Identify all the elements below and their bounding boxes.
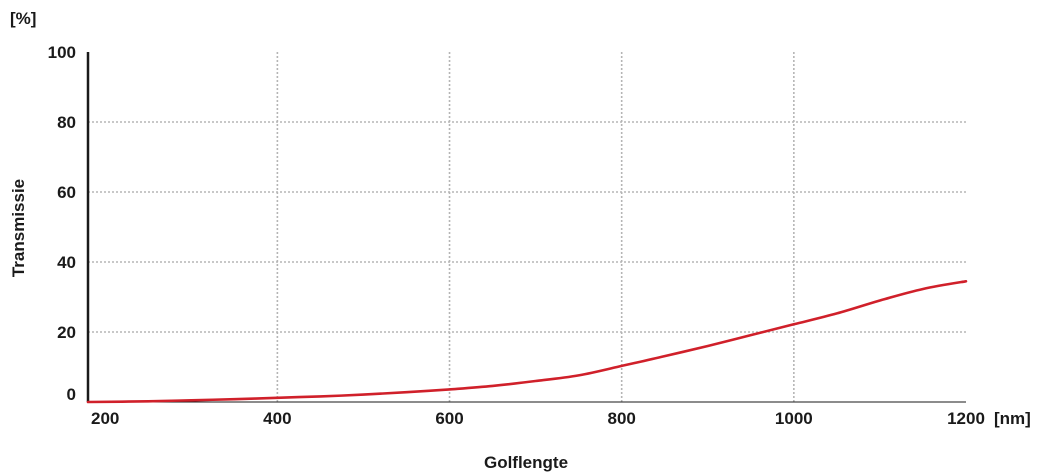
axes xyxy=(86,52,966,403)
y-tick-label-100: 100 xyxy=(48,43,76,62)
data-point-450 xyxy=(318,394,322,398)
x-tick-labels: 200 400 600 800 1000 1200 xyxy=(91,409,985,428)
x-tick-label-600: 600 xyxy=(435,409,463,428)
data-point-350 xyxy=(232,397,236,401)
x-tick-label-1200: 1200 xyxy=(947,409,985,428)
data-point-1150 xyxy=(921,287,925,291)
series-layer xyxy=(86,279,968,404)
y-tick-label-80: 80 xyxy=(57,113,76,132)
y-tick-label-20: 20 xyxy=(57,323,76,342)
grid xyxy=(88,52,966,402)
data-point-1050 xyxy=(835,311,839,315)
data-point-900 xyxy=(706,344,710,348)
data-point-750 xyxy=(577,373,581,377)
y-tick-label-60: 60 xyxy=(57,183,76,202)
y-axis-title: Transmissie xyxy=(9,179,28,277)
data-point-180 xyxy=(86,400,90,404)
data-point-500 xyxy=(361,393,365,397)
data-point-1100 xyxy=(878,299,882,303)
x-tick-label-400: 400 xyxy=(263,409,291,428)
data-point-250 xyxy=(146,399,150,403)
data-point-800 xyxy=(620,364,624,368)
data-point-1200 xyxy=(964,279,968,283)
y-unit-label: [%] xyxy=(10,9,36,28)
data-point-650 xyxy=(491,384,495,388)
y-tick-labels: 0 20 40 60 80 100 xyxy=(48,43,76,404)
data-point-850 xyxy=(663,354,667,358)
y-tick-label-0: 0 xyxy=(67,385,76,404)
data-point-300 xyxy=(189,398,193,402)
y-tick-label-40: 40 xyxy=(57,253,76,272)
x-axis-title: Golflengte xyxy=(484,453,568,472)
x-tick-label-1000: 1000 xyxy=(775,409,813,428)
x-tick-label-800: 800 xyxy=(607,409,635,428)
data-point-550 xyxy=(404,390,408,394)
x-unit-label: [nm] xyxy=(994,409,1031,428)
data-point-400 xyxy=(275,396,279,400)
series-line-0 xyxy=(86,280,968,404)
x-tick-label-200: 200 xyxy=(91,409,119,428)
data-point-950 xyxy=(749,333,753,337)
data-point-700 xyxy=(534,379,538,383)
data-point-600 xyxy=(448,387,452,391)
data-point-1000 xyxy=(792,322,796,326)
